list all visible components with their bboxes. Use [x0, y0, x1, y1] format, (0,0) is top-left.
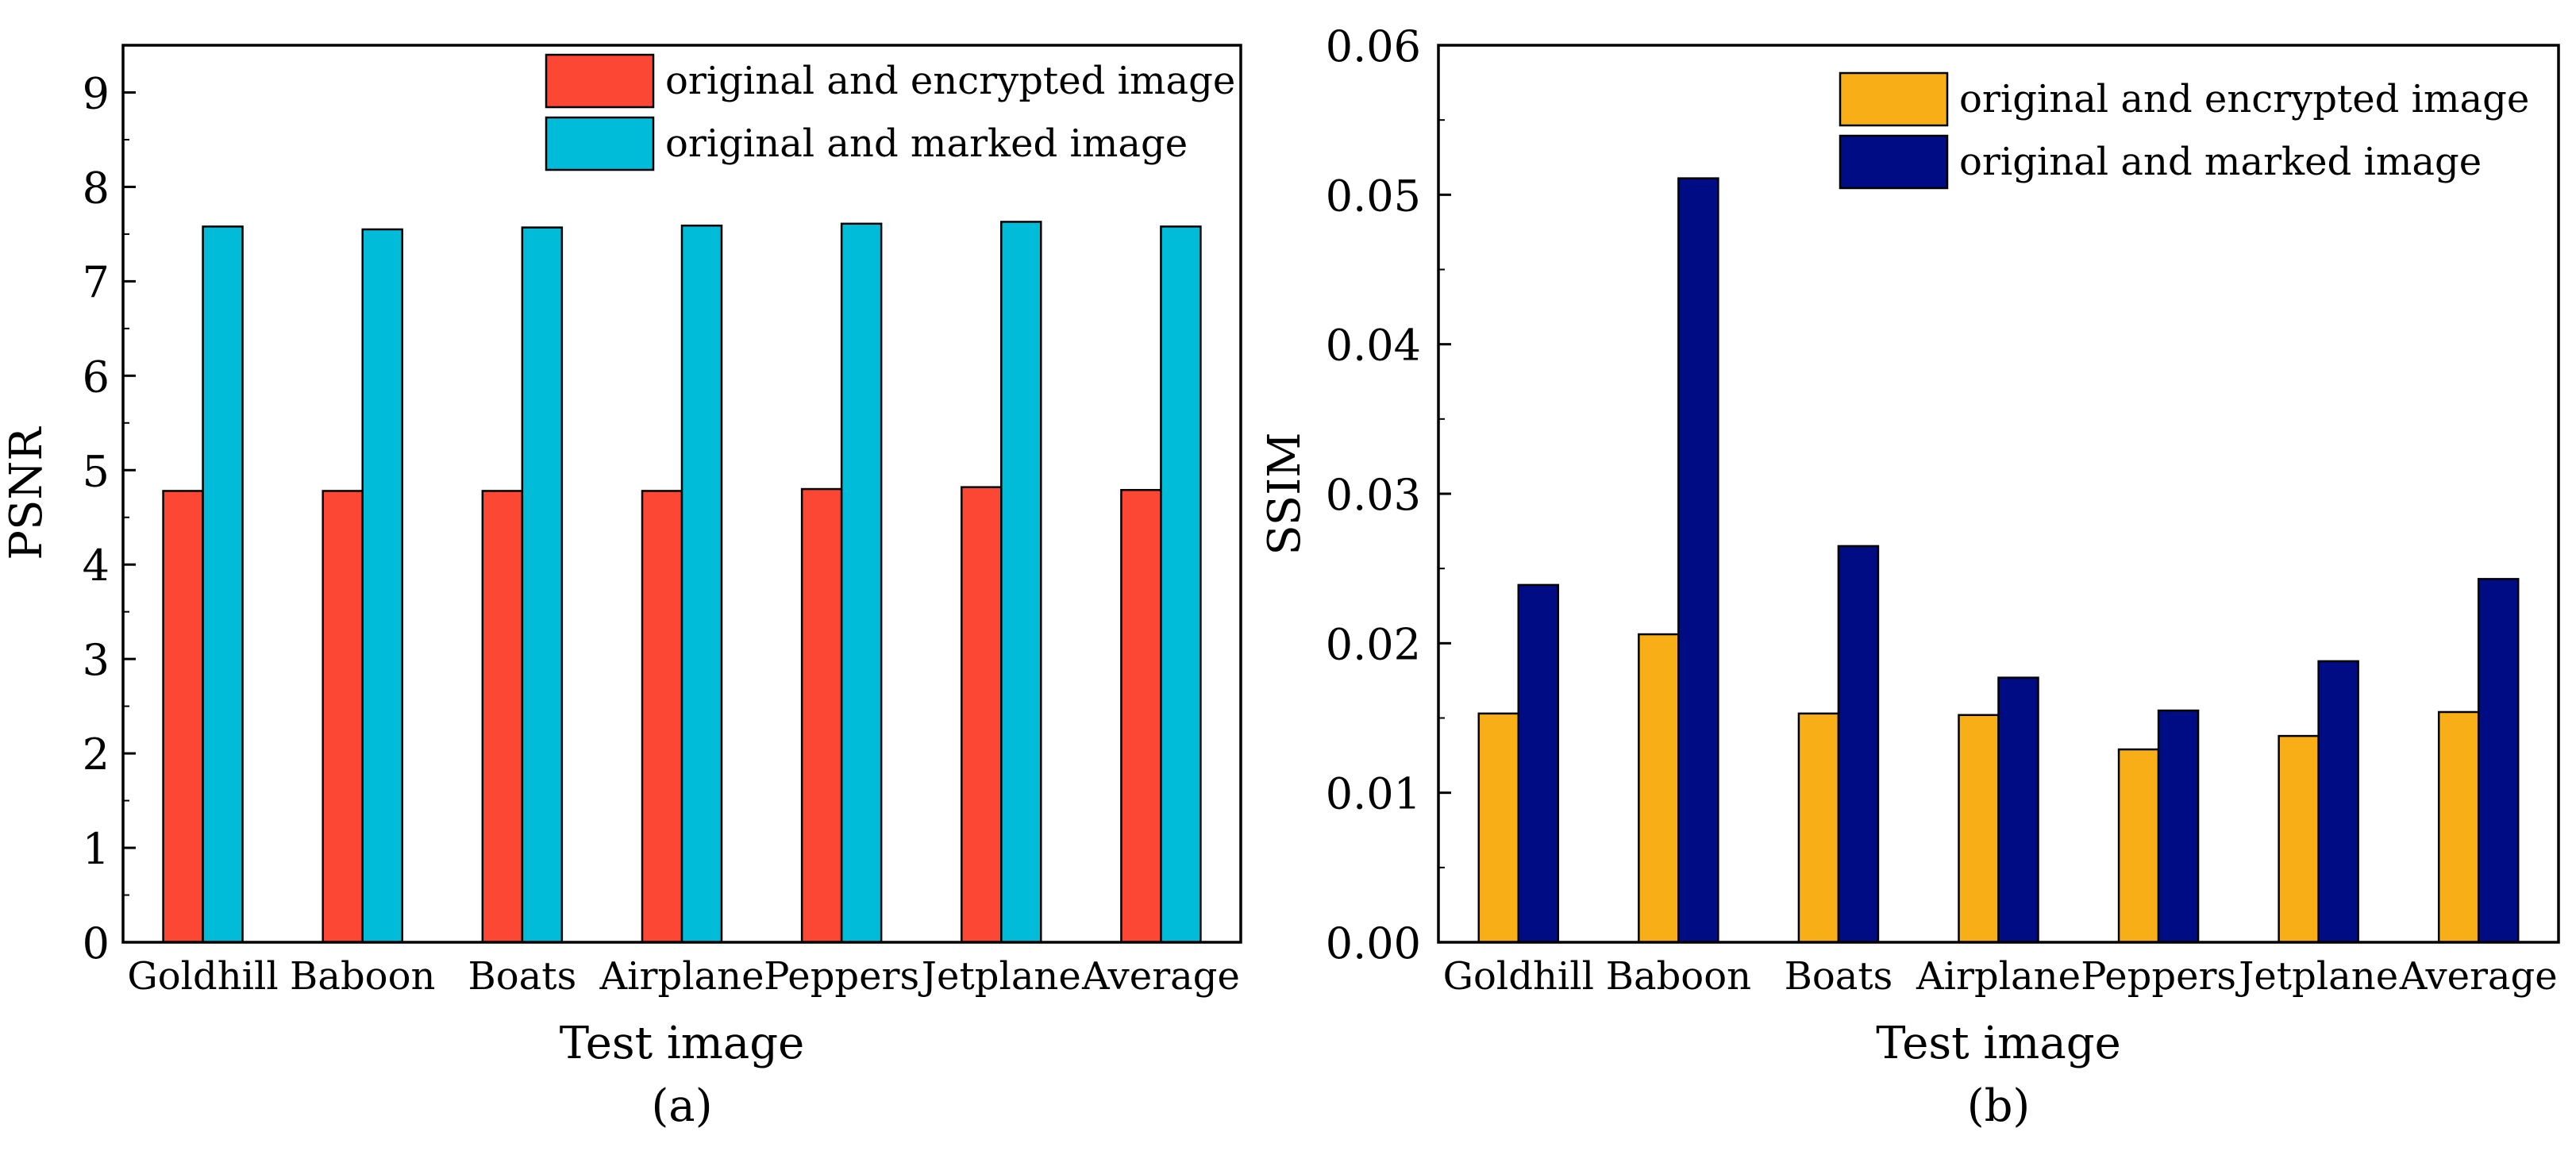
bar-encrypted-jetplane — [2278, 734, 2320, 944]
x-tick-label: Goldhill — [127, 954, 278, 999]
bar-marked-airplane — [680, 224, 723, 944]
plot-frame — [1437, 44, 2560, 944]
legend-label: original and encrypted image — [1959, 77, 2529, 121]
y-tick-label: 0.04 — [1326, 321, 1421, 371]
x-tick-label: Baboon — [1606, 954, 1751, 999]
x-tick-label: Peppers — [2081, 954, 2236, 999]
plot-frame — [121, 44, 1242, 944]
y-tick-label: 0 — [83, 918, 110, 968]
bar-marked-goldhill — [1517, 583, 1560, 944]
bar-marked-peppers — [2157, 709, 2200, 944]
bar-encrypted-goldhill — [162, 490, 204, 944]
panel-caption: (b) — [1967, 1080, 2031, 1132]
bar-encrypted-peppers — [2117, 748, 2160, 944]
y-tick-label: 5 — [83, 446, 110, 496]
y-tick-label: 0.01 — [1326, 769, 1421, 819]
y-tick-label: 0.02 — [1326, 619, 1421, 669]
bar-encrypted-jetplane — [961, 486, 1003, 944]
legend-swatch — [1839, 134, 1949, 190]
bar-marked-baboon — [1677, 177, 1719, 944]
chart-b: 0.00 0.01 0.02 0.03 0.04 0.05 0.06 Goldhill Babo… — [1259, 21, 2560, 1132]
bar-encrypted-average — [1120, 488, 1162, 944]
bar-encrypted-baboon — [322, 490, 364, 944]
y-axis-label: SSIM — [1259, 432, 1311, 555]
bar-encrypted-goldhill — [1477, 712, 1520, 944]
bar-encrypted-boats — [1797, 712, 1840, 944]
bar-marked-boats — [521, 226, 564, 944]
y-tick-label: 2 — [83, 730, 110, 780]
x-axis-label: Test image — [560, 1018, 805, 1069]
bar-marked-jetplane — [2317, 660, 2359, 944]
bar-marked-peppers — [840, 222, 883, 944]
legend-label: original and marked image — [1959, 140, 2482, 184]
bar-marked-average — [2477, 578, 2520, 944]
bar-marked-baboon — [361, 228, 403, 944]
x-tick-label: Average — [1081, 954, 1240, 999]
bar-encrypted-airplane — [1958, 714, 2000, 944]
legend-swatch — [1839, 71, 1949, 127]
bar-encrypted-boats — [481, 490, 524, 944]
bar-marked-boats — [1837, 545, 1880, 944]
bar-marked-average — [1160, 225, 1202, 944]
y-tick-label: 1 — [83, 824, 110, 874]
x-tick-label: Baboon — [290, 954, 435, 999]
bar-encrypted-peppers — [800, 487, 843, 944]
legend-label: original and marked image — [665, 121, 1188, 166]
x-tick-label: Airplane — [1916, 954, 2081, 999]
bar-marked-jetplane — [1000, 221, 1042, 944]
x-tick-label: Boats — [1785, 954, 1893, 999]
y-tick-label: 3 — [83, 635, 110, 685]
x-tick-label: Goldhill — [1443, 954, 1594, 999]
y-tick-label: 8 — [83, 163, 110, 213]
x-axis-label: Test image — [1876, 1018, 2121, 1069]
bar-marked-goldhill — [202, 225, 244, 944]
legend-swatch — [545, 116, 655, 171]
panel-caption: (a) — [651, 1080, 712, 1132]
x-tick-label: Jetplane — [2235, 954, 2398, 999]
x-tick-label: Boats — [468, 954, 576, 999]
bar-marked-airplane — [1997, 676, 2039, 944]
y-tick-label: 0.06 — [1326, 21, 1421, 71]
y-tick-label: 4 — [83, 541, 110, 591]
x-tick-label: Peppers — [764, 954, 919, 999]
y-tick-label: 9 — [83, 68, 110, 118]
y-tick-label: 0.03 — [1326, 470, 1421, 520]
legend-label: original and encrypted image — [665, 59, 1235, 103]
x-tick-label: Airplane — [599, 954, 764, 999]
bar-encrypted-average — [2437, 710, 2480, 944]
y-tick-label: 7 — [83, 257, 110, 307]
y-tick-label: 0.05 — [1326, 171, 1421, 221]
bar-encrypted-baboon — [1638, 633, 1680, 944]
x-tick-label: Average — [2399, 954, 2558, 999]
y-tick-label: 6 — [83, 352, 110, 402]
y-tick-label: 0.00 — [1326, 918, 1421, 968]
x-tick-label: Jetplane — [918, 954, 1081, 999]
legend-swatch — [545, 53, 655, 109]
bar-encrypted-airplane — [641, 490, 683, 944]
y-axis-label: PSNR — [1, 426, 52, 560]
chart-a: 0 1 2 3 4 5 6 7 8 9 Goldhill Baboon Boats Airplane Pep… — [1, 44, 1242, 1132]
